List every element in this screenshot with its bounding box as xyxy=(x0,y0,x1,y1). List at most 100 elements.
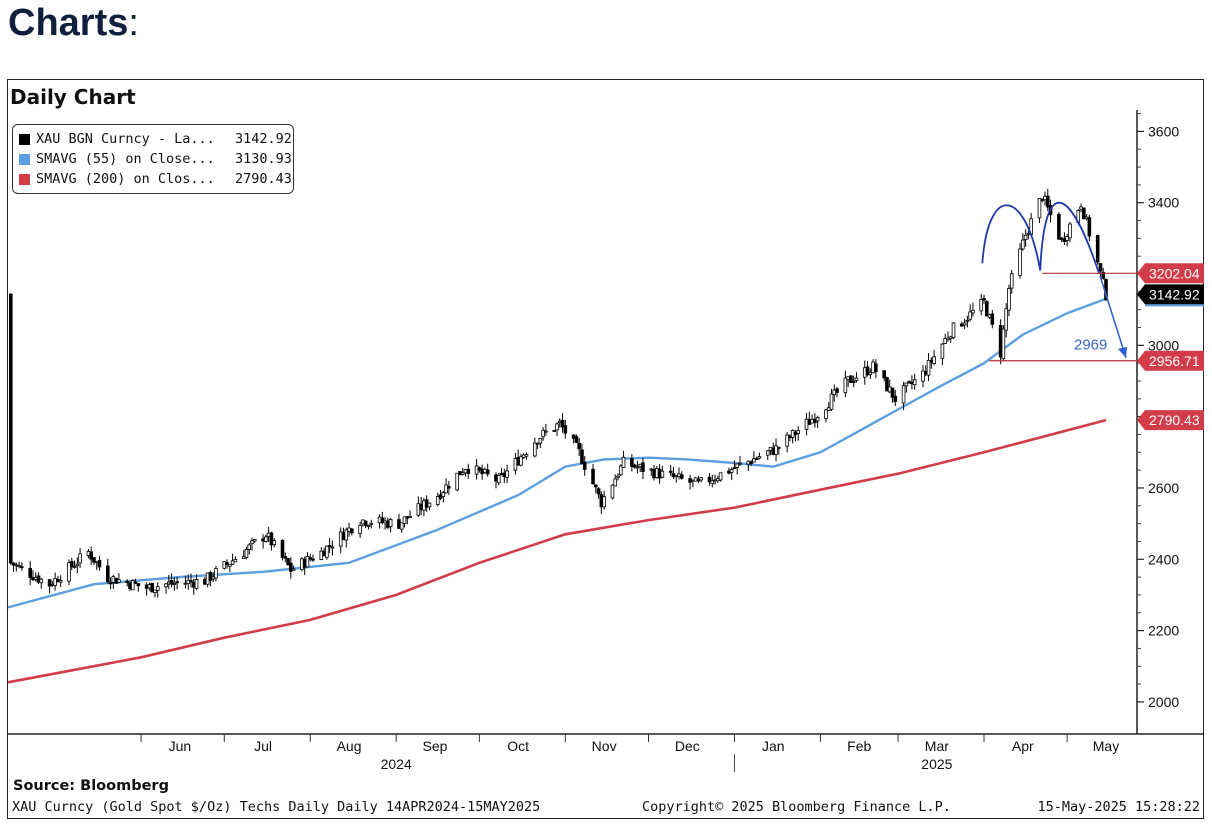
x-month-label: Jul xyxy=(254,738,272,754)
y-tick-label: 2400 xyxy=(1148,551,1179,567)
candle-body xyxy=(971,309,975,314)
candle-body xyxy=(926,359,931,376)
y-tick-label: 3400 xyxy=(1148,195,1179,211)
candle-body xyxy=(20,566,24,569)
chart-legend: XAU BGN Curncy - La... 3142.92 SMAVG (55… xyxy=(12,124,294,194)
candle-body xyxy=(466,468,471,474)
candle-body xyxy=(194,579,199,589)
candle-body xyxy=(214,568,218,579)
candle-body xyxy=(752,458,756,463)
candle-body xyxy=(641,462,645,472)
legend-value: 3130.93 xyxy=(235,151,292,167)
candle-body xyxy=(874,363,878,373)
legend-label: XAU BGN Curncy - La... xyxy=(36,131,215,147)
candle-body xyxy=(671,473,676,478)
candle-body xyxy=(524,454,529,457)
candle-body xyxy=(718,472,723,481)
candle-body xyxy=(594,484,598,488)
candle-body xyxy=(208,572,213,581)
legend-entry-sma55: SMAVG (55) on Close... 3130.93 xyxy=(19,149,292,169)
footer-timestamp: 15-May-2025 15:28:22 xyxy=(1037,799,1200,815)
candle-body xyxy=(225,562,229,565)
candle-body xyxy=(632,464,637,468)
candle-body xyxy=(8,293,13,564)
pattern-curve-left xyxy=(981,204,1042,271)
candle-body xyxy=(169,579,174,585)
candle-body xyxy=(835,388,839,393)
candle-body xyxy=(269,532,274,546)
candle-body xyxy=(455,472,459,491)
candle-body xyxy=(555,423,559,431)
legend-value: 3142.92 xyxy=(235,131,292,147)
projection-arrow-line xyxy=(1099,275,1127,359)
candle-body xyxy=(175,581,179,584)
candle-body xyxy=(92,557,96,563)
candle-body xyxy=(75,563,80,566)
candle-body xyxy=(984,301,989,317)
x-year-label: 2025 xyxy=(921,756,952,772)
x-month-label: Oct xyxy=(507,738,529,754)
candle-body xyxy=(1101,271,1106,279)
candle-body xyxy=(1045,195,1050,208)
candle-body xyxy=(1057,213,1061,240)
candle-body xyxy=(447,486,451,489)
candle-body xyxy=(749,461,753,464)
candle-body xyxy=(283,556,288,559)
candle-body xyxy=(533,442,537,457)
candle-body xyxy=(47,579,52,587)
candle-body xyxy=(596,488,601,495)
candle-body xyxy=(505,470,509,478)
y-tick-label: 3600 xyxy=(1148,123,1179,139)
candle-body xyxy=(1001,328,1006,360)
y-tick-label: 2200 xyxy=(1148,623,1179,639)
candle-body xyxy=(388,519,393,528)
heading-colon: : xyxy=(128,2,139,44)
candle-body xyxy=(485,469,490,475)
candle-body xyxy=(618,465,623,476)
candle-body xyxy=(72,566,77,568)
candle-body xyxy=(563,425,568,434)
candle-body xyxy=(774,445,778,455)
candle-body xyxy=(849,375,853,383)
candle-body xyxy=(621,456,626,468)
candle-body xyxy=(754,458,759,461)
candle-body xyxy=(117,579,121,583)
price-tag-box xyxy=(1137,263,1204,284)
x-month-label: Nov xyxy=(592,738,617,754)
candle-body xyxy=(280,539,285,558)
candle-body xyxy=(164,583,168,588)
price-tag-label: 3142.92 xyxy=(1149,286,1200,302)
candle-body xyxy=(574,436,579,443)
candle-body xyxy=(252,539,257,542)
candle-body xyxy=(616,475,620,478)
legend-value: 2790.43 xyxy=(235,171,292,187)
footer-copyright: Copyright© 2025 Bloomberg Finance L.P. xyxy=(642,799,951,815)
candle-body xyxy=(519,456,523,466)
candle-body xyxy=(39,578,44,584)
legend-swatch xyxy=(19,153,30,165)
candle-body xyxy=(843,377,848,394)
candle-body xyxy=(815,417,820,422)
candle-body xyxy=(757,456,762,459)
candle-body xyxy=(1068,223,1072,239)
candle-body xyxy=(130,580,135,591)
candle-body xyxy=(932,356,936,364)
footer-description: XAU Curncy (Gold Spot $/Oz) Techs Daily … xyxy=(12,799,541,815)
candle-body xyxy=(264,536,268,542)
x-month-label: Apr xyxy=(1012,738,1034,754)
candle-body xyxy=(1023,234,1028,240)
candle-body xyxy=(1087,216,1092,237)
candle-body xyxy=(228,563,232,567)
candle-body xyxy=(1004,308,1008,331)
candle-body xyxy=(286,558,290,566)
candle-body xyxy=(951,322,956,339)
candle-body xyxy=(444,484,448,494)
candle-body xyxy=(982,298,986,301)
legend-label: SMAVG (200) on Clos... xyxy=(36,171,215,187)
candle-body xyxy=(399,522,404,530)
x-month-label: May xyxy=(1093,738,1119,754)
candle-body xyxy=(1018,248,1022,276)
candle-body xyxy=(230,560,235,565)
candle-body xyxy=(732,467,737,470)
price-tag-label: 3202.04 xyxy=(1149,265,1200,281)
